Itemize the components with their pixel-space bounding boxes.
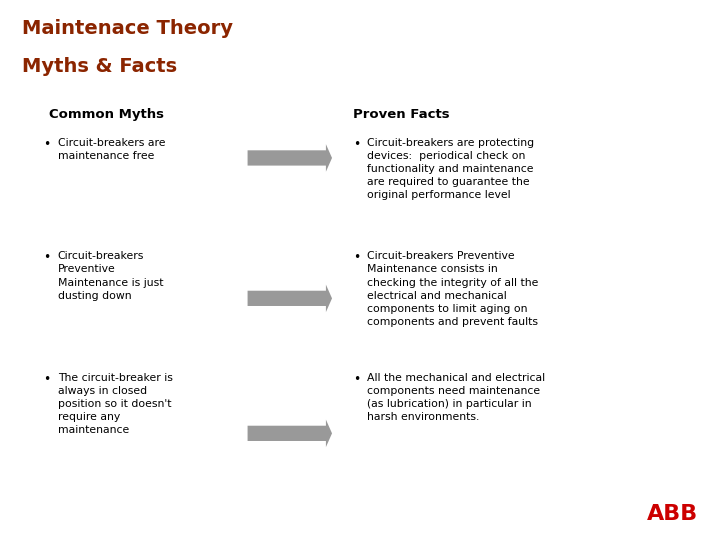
Text: Maintenace Theory: Maintenace Theory xyxy=(22,19,233,38)
Text: Circuit-breakers are protecting
devices:  periodical check on
functionality and : Circuit-breakers are protecting devices:… xyxy=(367,138,534,200)
Text: Circuit-breakers are
maintenance free: Circuit-breakers are maintenance free xyxy=(58,138,165,161)
Text: •: • xyxy=(353,138,360,151)
Text: •: • xyxy=(353,373,360,386)
Text: All the mechanical and electrical
components need maintenance
(as lubrication) i: All the mechanical and electrical compon… xyxy=(367,373,545,422)
Text: The circuit-breaker is
always in closed
position so it doesn't
require any
maint: The circuit-breaker is always in closed … xyxy=(58,373,173,435)
Text: Proven Facts: Proven Facts xyxy=(353,108,449,121)
Text: •: • xyxy=(43,373,50,386)
Text: Circuit-breakers
Preventive
Maintenance is just
dusting down: Circuit-breakers Preventive Maintenance … xyxy=(58,251,163,301)
Text: •: • xyxy=(353,251,360,264)
Text: Circuit-breakers Preventive
Maintenance consists in
checking the integrity of al: Circuit-breakers Preventive Maintenance … xyxy=(367,251,539,327)
Text: •: • xyxy=(43,138,50,151)
Text: •: • xyxy=(43,251,50,264)
Text: Common Myths: Common Myths xyxy=(49,108,164,121)
Text: Myths & Facts: Myths & Facts xyxy=(22,57,176,76)
Text: ABB: ABB xyxy=(647,504,698,524)
